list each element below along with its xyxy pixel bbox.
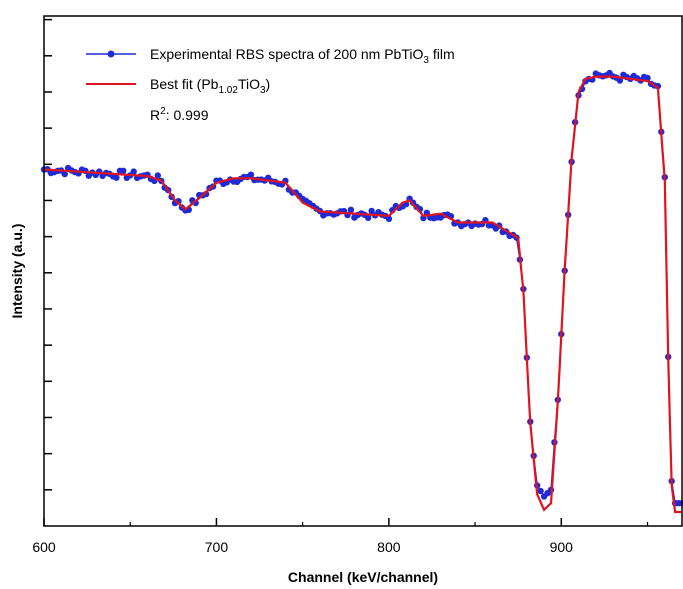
series-experimental-point xyxy=(385,215,393,222)
r-squared-annotation: R2: 0.999 xyxy=(150,106,209,123)
series-experimental-point xyxy=(365,214,372,221)
series-experimental-point xyxy=(154,172,161,179)
series-experimental-point xyxy=(616,77,624,84)
plot-area xyxy=(40,15,683,527)
y-axis-title: Intensity (a.u.) xyxy=(9,224,25,319)
series-best-fit-line xyxy=(43,75,682,514)
x-tick-label: 800 xyxy=(377,539,401,555)
series-layer xyxy=(40,69,683,514)
x-axis-title: Channel (keV/channel) xyxy=(288,569,438,585)
series-experimental-point xyxy=(113,174,120,181)
y-axis xyxy=(44,18,52,491)
legend-label-best-fit: Best fit (Pb1.02TiO3) xyxy=(150,76,270,96)
series-experimental-point xyxy=(120,167,127,174)
series-experimental-line xyxy=(43,72,682,504)
series-experimental-point xyxy=(368,207,375,215)
series-experimental-point xyxy=(61,170,68,178)
legend-entry-experimental: Experimental RBS spectra of 200 nm PbTiO… xyxy=(86,46,455,66)
x-tick-label: 700 xyxy=(205,539,229,555)
legend-swatch-experimental-marker xyxy=(107,50,115,58)
x-tick-label: 600 xyxy=(32,539,56,555)
x-tick-label: 900 xyxy=(550,539,574,555)
x-axis: 600 700 800 900 xyxy=(32,518,649,555)
legend-label-experimental: Experimental RBS spectra of 200 nm PbTiO… xyxy=(150,46,455,66)
series-experimental-point xyxy=(537,487,544,495)
series-experimental-point xyxy=(130,168,137,175)
series-experimental-point xyxy=(347,206,355,213)
legend-entry-best-fit: Best fit (Pb1.02TiO3) xyxy=(86,76,270,96)
series-experimental-point xyxy=(247,171,255,178)
legend: Experimental RBS spectra of 200 nm PbTiO… xyxy=(86,46,455,123)
plot-frame xyxy=(43,15,683,527)
series-experimental-point xyxy=(644,74,651,82)
